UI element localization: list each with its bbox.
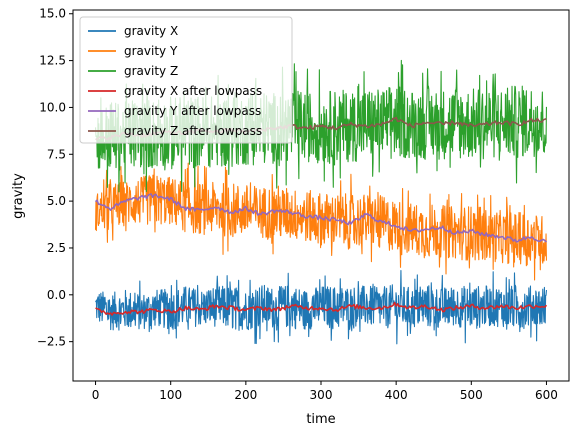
series-line-1 (95, 270, 547, 345)
series-line-4 (95, 301, 548, 316)
x-tick-label: 100 (159, 388, 182, 402)
legend-label: gravity X after lowpass (124, 84, 262, 98)
legend-label: gravity Y (124, 44, 178, 58)
y-tick-label: 15.0 (39, 7, 66, 21)
x-axis: 0 100 200 300 400 500 600 (92, 381, 558, 402)
legend: gravity X gravity Y gravity Z gravity X aft… (79, 16, 293, 144)
x-tick-label: 400 (385, 388, 408, 402)
x-tick-label: 0 (92, 388, 100, 402)
x-tick-label: 300 (310, 388, 333, 402)
y-tick-label: 2.5 (47, 241, 66, 255)
x-tick-label: 600 (535, 388, 558, 402)
legend-label: gravity Y after lowpass (124, 104, 261, 118)
legend-label: gravity Z (124, 64, 178, 78)
y-tick-label: 5.0 (47, 194, 66, 208)
legend-label: gravity Z after lowpass (124, 124, 262, 138)
y-tick-label: 12.5 (39, 54, 66, 68)
y-tick-label: −2.5 (37, 335, 66, 349)
legend-label: gravity X (124, 24, 178, 38)
series-line-5 (94, 193, 548, 243)
y-axis-label: gravity (11, 173, 26, 219)
y-axis: −2.5 0.0 2.5 5.0 7.5 10.0 12.5 15.0 (37, 7, 73, 349)
series-line-2 (95, 162, 547, 281)
x-tick-label: 200 (234, 388, 257, 402)
y-tick-label: 0.0 (47, 288, 66, 302)
y-tick-label: 10.0 (39, 100, 66, 114)
y-tick-label: 7.5 (47, 147, 66, 161)
legend-box (79, 16, 293, 144)
x-axis-label: time (306, 412, 335, 427)
x-tick-label: 500 (460, 388, 483, 402)
